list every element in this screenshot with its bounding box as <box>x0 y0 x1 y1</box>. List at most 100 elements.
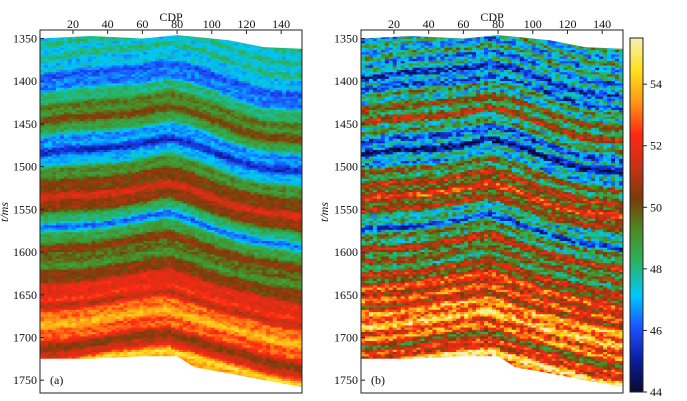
heatmap-cell <box>127 189 132 193</box>
heatmap-cell <box>67 43 73 47</box>
heatmap-cell <box>107 303 113 306</box>
heatmap-cell <box>139 76 144 80</box>
heatmap-cell <box>123 63 128 67</box>
heatmap-cell <box>91 178 97 182</box>
heatmap-cell <box>71 229 77 233</box>
heatmap-cell <box>103 247 109 251</box>
heatmap-cell <box>43 329 49 333</box>
heatmap-cell <box>123 174 128 178</box>
heatmap-cell <box>135 247 140 251</box>
heatmap-cell <box>115 47 120 51</box>
heatmap-cell <box>143 307 148 311</box>
heatmap-cell <box>91 305 97 309</box>
heatmap-cell <box>40 196 45 200</box>
heatmap-cell <box>111 181 117 184</box>
heatmap-cell <box>131 181 136 184</box>
heatmap-cell <box>95 336 101 340</box>
heatmap-cell <box>91 52 97 56</box>
heatmap-cell <box>95 112 101 115</box>
heatmap-cell <box>131 252 136 255</box>
heatmap-cell <box>95 323 101 326</box>
heatmap-cell <box>43 83 49 87</box>
heatmap-cell <box>143 118 148 122</box>
heatmap-cell <box>47 249 53 253</box>
heatmap-cell <box>91 307 97 311</box>
heatmap-cell <box>40 265 45 269</box>
heatmap-cell <box>51 347 57 351</box>
heatmap-cell <box>67 325 73 329</box>
heatmap-cell <box>95 103 101 107</box>
heatmap-cell <box>99 305 105 309</box>
heatmap-cell <box>123 336 128 340</box>
heatmap-cell <box>79 287 85 291</box>
heatmap-cell <box>99 298 105 302</box>
heatmap-cell <box>55 272 61 275</box>
heatmap-cell <box>55 85 61 89</box>
heatmap-cell <box>91 127 97 131</box>
heatmap-cell <box>115 305 120 309</box>
heatmap-cell <box>143 92 148 95</box>
heatmap-cell <box>127 327 132 331</box>
heatmap-cell <box>79 49 85 53</box>
heatmap-cell <box>119 274 124 278</box>
heatmap-cell <box>59 198 65 202</box>
heatmap-cell <box>59 296 65 300</box>
heatmap-cell <box>40 156 45 160</box>
heatmap-cell <box>83 74 89 78</box>
heatmap-cell <box>143 294 148 298</box>
heatmap-cell <box>75 256 81 260</box>
heatmap-cell <box>119 129 124 133</box>
heatmap-cell <box>123 320 128 324</box>
heatmap-cell <box>139 296 144 300</box>
heatmap-cell <box>115 89 120 93</box>
heatmap-cell <box>75 212 81 215</box>
heatmap-cell <box>127 274 132 278</box>
heatmap-cell <box>43 81 49 84</box>
heatmap-cell <box>123 300 128 304</box>
heatmap-cell <box>67 300 73 304</box>
heatmap-cell <box>123 145 128 149</box>
heatmap-cell <box>103 218 109 222</box>
heatmap-cell <box>123 225 128 229</box>
heatmap-cell <box>40 229 45 233</box>
heatmap-cell <box>91 225 97 229</box>
heatmap-cell <box>40 216 45 220</box>
heatmap-cell <box>40 147 45 151</box>
heatmap-cell <box>143 167 148 171</box>
heatmap-cell <box>75 89 81 93</box>
heatmap-cell <box>139 243 144 247</box>
heatmap-cell <box>103 132 109 135</box>
heatmap-cell <box>103 249 109 253</box>
heatmap-cell <box>91 109 97 113</box>
heatmap-cell <box>139 236 144 240</box>
heatmap-cell <box>47 138 53 142</box>
heatmap-cell <box>115 245 120 249</box>
heatmap-cell <box>75 200 81 204</box>
heatmap-cell <box>43 156 49 160</box>
heatmap-cell <box>55 278 61 282</box>
heatmap-cell <box>99 347 105 351</box>
heatmap-cell <box>63 334 69 338</box>
heatmap-cell <box>51 94 57 98</box>
heatmap-cell <box>55 338 61 342</box>
heatmap-cell <box>47 316 53 320</box>
heatmap-cell <box>51 76 57 80</box>
heatmap-cell <box>55 38 61 42</box>
heatmap-cell <box>63 296 69 300</box>
heatmap-cell <box>75 285 81 289</box>
heatmap-cell <box>79 69 85 73</box>
heatmap-cell <box>67 258 73 262</box>
heatmap-cell <box>40 254 45 258</box>
heatmap-cell <box>63 45 69 49</box>
heatmap-cell <box>131 45 136 49</box>
heatmap-cell <box>75 254 81 258</box>
heatmap-cell <box>67 152 73 155</box>
heatmap-cell <box>91 278 97 282</box>
heatmap-cell <box>131 245 136 249</box>
heatmap-cell <box>107 38 113 42</box>
heatmap-cell <box>47 63 53 67</box>
heatmap-cell <box>79 338 85 342</box>
heatmap-cell <box>55 203 61 207</box>
heatmap-cell <box>63 178 69 182</box>
heatmap-cell <box>103 185 109 189</box>
